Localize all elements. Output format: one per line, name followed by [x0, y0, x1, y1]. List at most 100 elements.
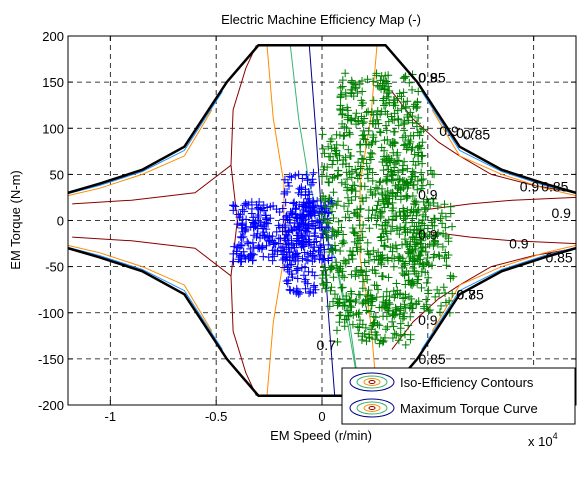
data-point-marker	[384, 273, 393, 282]
data-point-marker	[321, 284, 330, 293]
data-point-marker	[248, 256, 257, 265]
data-point-marker	[347, 270, 356, 279]
data-point-marker	[302, 207, 311, 216]
data-point-marker	[325, 194, 334, 203]
data-point-marker	[401, 303, 410, 312]
data-point-marker	[294, 223, 303, 232]
data-point-marker	[294, 170, 303, 179]
data-point-marker	[341, 92, 350, 101]
data-point-marker	[254, 218, 263, 227]
data-point-marker	[399, 97, 408, 106]
data-point-marker	[427, 261, 436, 270]
data-point-marker	[360, 258, 369, 267]
data-point-marker	[283, 178, 292, 187]
data-point-marker	[280, 223, 289, 232]
data-point-marker	[362, 193, 371, 202]
data-point-marker	[325, 302, 334, 311]
data-point-marker	[239, 247, 248, 256]
data-point-marker	[390, 96, 399, 105]
data-point-marker	[377, 188, 386, 197]
data-point-marker	[250, 219, 259, 228]
data-point-marker	[403, 143, 412, 152]
data-point-marker	[355, 308, 364, 317]
iso-efficiency-contour	[431, 109, 576, 197]
data-point-marker	[343, 183, 352, 192]
data-point-marker	[302, 170, 311, 179]
data-point-marker	[417, 267, 426, 276]
data-point-marker	[373, 115, 382, 124]
data-point-marker	[381, 218, 390, 227]
data-point-marker	[297, 185, 306, 194]
data-point-marker	[256, 233, 265, 242]
data-point-marker	[418, 159, 427, 168]
data-point-marker	[407, 175, 416, 184]
data-point-marker	[406, 237, 415, 246]
data-point-marker	[353, 231, 362, 240]
data-point-marker	[259, 252, 268, 261]
data-point-marker	[355, 316, 364, 325]
data-point-marker	[413, 143, 422, 152]
contour-labels: 0.90.850.90.70.850.9 0.850.90.90.90.90.85…	[316, 70, 572, 367]
data-point-marker	[429, 253, 438, 262]
data-point-marker	[264, 253, 273, 262]
data-point-marker	[301, 202, 310, 211]
data-point-marker	[363, 247, 372, 256]
data-point-marker	[338, 301, 347, 310]
data-point-marker	[285, 172, 294, 181]
data-point-marker	[423, 254, 432, 263]
data-point-marker	[442, 253, 451, 262]
contour-label: 0.9	[509, 236, 529, 252]
data-point-marker	[332, 230, 341, 239]
data-point-marker	[406, 131, 415, 140]
data-point-marker	[230, 242, 239, 251]
data-point-marker	[303, 176, 312, 185]
data-point-marker	[268, 250, 277, 259]
data-point-marker	[375, 127, 384, 136]
data-point-marker	[335, 151, 344, 160]
data-point-marker	[308, 175, 317, 184]
data-point-marker	[281, 255, 290, 264]
data-point-marker	[334, 166, 343, 175]
data-point-marker	[394, 180, 403, 189]
data-point-marker	[280, 263, 289, 272]
contour-label: 0.9	[418, 312, 438, 328]
data-point-marker	[367, 213, 376, 222]
data-point-marker	[329, 273, 338, 282]
data-point-marker	[357, 154, 366, 163]
data-point-marker	[401, 293, 410, 302]
data-point-marker	[388, 243, 397, 252]
data-point-marker	[291, 171, 300, 180]
data-point-marker	[376, 177, 385, 186]
data-point-marker	[334, 226, 343, 235]
data-point-marker	[377, 254, 386, 263]
iso-efficiency-contour	[427, 231, 576, 245]
data-point-marker	[359, 155, 368, 164]
data-point-marker	[333, 172, 342, 181]
data-point-marker	[295, 184, 304, 193]
data-point-marker	[382, 287, 391, 296]
data-point-marker	[401, 330, 410, 339]
data-point-marker	[390, 311, 399, 320]
data-point-marker	[289, 199, 298, 208]
data-point-marker	[383, 304, 392, 313]
data-point-marker	[328, 200, 337, 209]
data-point-marker	[389, 322, 398, 331]
y-tick-label: -150	[38, 352, 64, 367]
data-point-marker	[282, 277, 291, 286]
data-point-marker	[434, 251, 443, 260]
data-point-marker	[287, 270, 296, 279]
y-tick-label: 0	[57, 214, 64, 229]
data-point-marker	[349, 228, 358, 237]
data-point-marker	[386, 227, 395, 236]
data-point-marker	[326, 265, 335, 274]
data-point-marker	[369, 110, 378, 119]
data-point-marker	[371, 189, 380, 198]
data-point-marker	[416, 255, 425, 264]
data-point-marker	[339, 132, 348, 141]
data-point-marker	[316, 241, 325, 250]
data-point-marker	[355, 79, 364, 88]
y-tick-label: -200	[38, 398, 64, 413]
data-point-marker	[315, 247, 324, 256]
data-point-marker	[413, 176, 422, 185]
data-point-marker	[318, 271, 327, 280]
